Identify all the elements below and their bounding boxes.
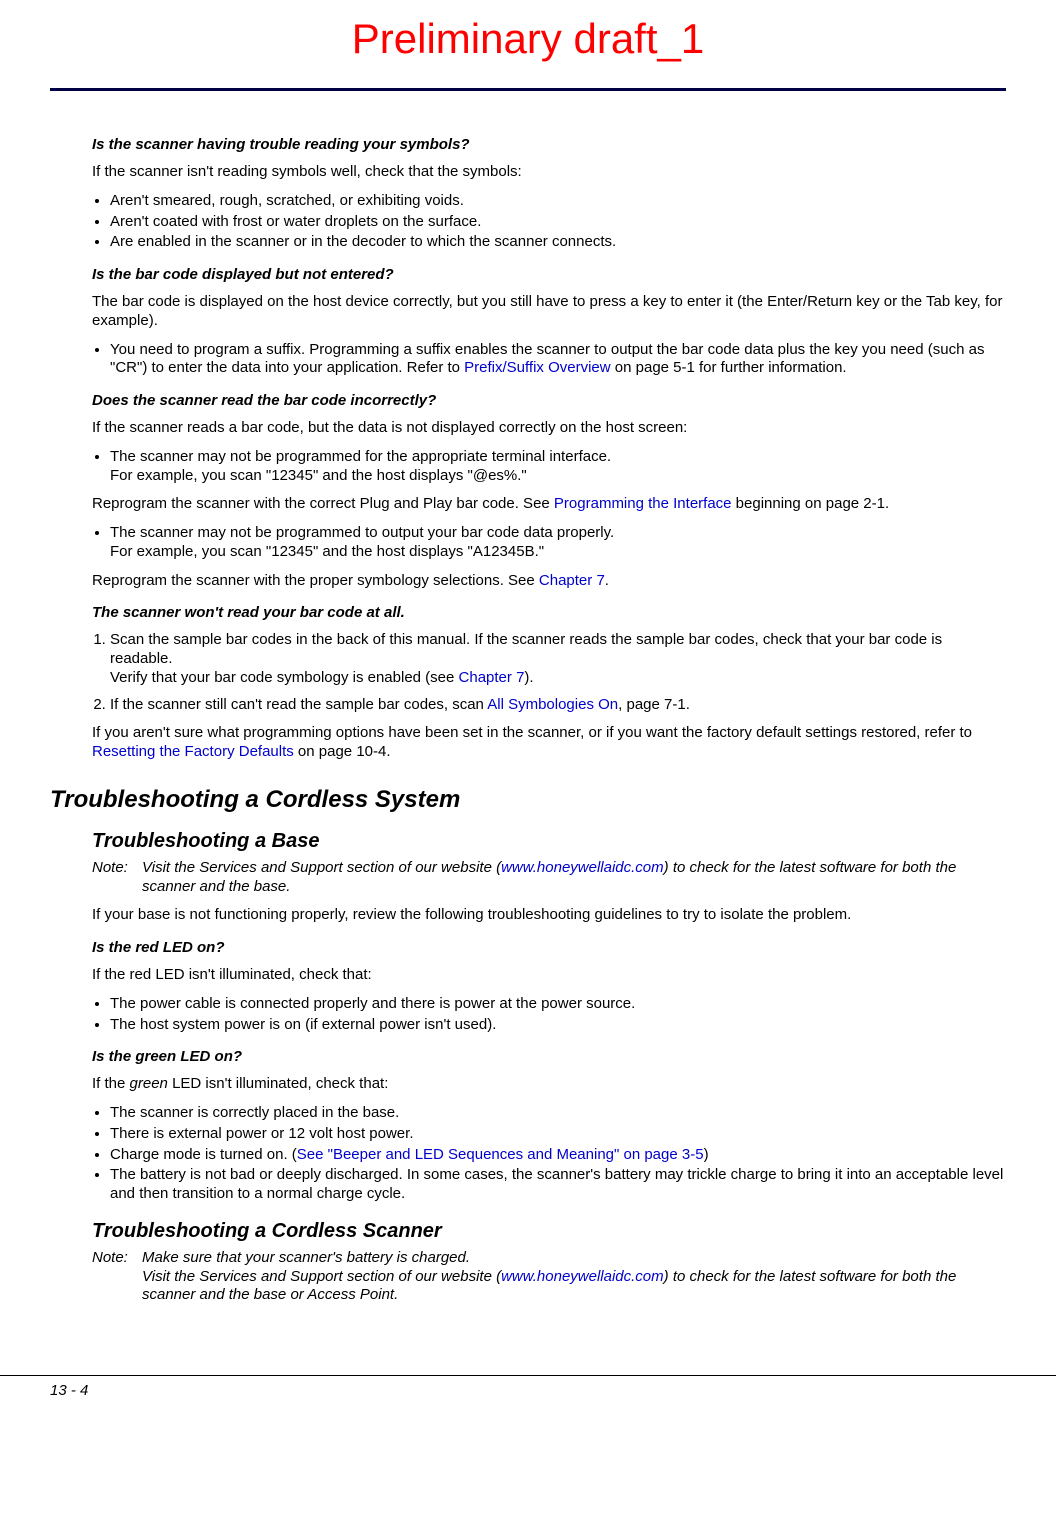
link-text[interactable]: Chapter 7 — [459, 669, 525, 686]
note-block: Note: Make sure that your scanner's batt… — [92, 1249, 1006, 1305]
text: ). — [524, 669, 533, 686]
text: Scan the sample bar codes in the back of… — [110, 631, 942, 667]
link-text[interactable]: See "Beeper and LED Sequences and Meanin… — [297, 1146, 704, 1163]
list-item: The power cable is connected properly an… — [110, 995, 1006, 1014]
bullet-list: The power cable is connected properly an… — [92, 995, 1006, 1035]
text: The scanner may not be programmed to out… — [110, 524, 614, 541]
numbered-list: Scan the sample bar codes in the back of… — [92, 631, 1006, 714]
document-page: Preliminary draft_1 Is the scanner havin… — [0, 0, 1056, 1345]
paragraph: If the scanner reads a bar code, but the… — [92, 419, 1006, 438]
question-heading: Is the red LED on? — [92, 939, 1006, 956]
link-text[interactable]: Prefix/Suffix Overview — [464, 359, 610, 376]
text: , page 7-1. — [618, 696, 690, 713]
text: Verify that your bar code symbology is e… — [110, 669, 1006, 688]
text: Visit the Services and Support section o… — [142, 1268, 501, 1285]
text: beginning on page 2-1. — [732, 495, 890, 512]
list-item: You need to program a suffix. Programmin… — [110, 341, 1006, 379]
note-label: Note: — [92, 859, 142, 897]
list-item: The battery is not bad or deeply dischar… — [110, 1166, 1006, 1204]
body-section: Note: Visit the Services and Support sec… — [50, 859, 1006, 1204]
link-text[interactable]: Chapter 7 — [539, 572, 605, 589]
paragraph: Reprogram the scanner with the correct P… — [92, 495, 1006, 514]
watermark-text: Preliminary draft_1 — [50, 0, 1006, 88]
paragraph: If the green LED isn't illuminated, chec… — [92, 1075, 1006, 1094]
paragraph: If the scanner isn't reading symbols wel… — [92, 163, 1006, 182]
question-heading: Is the scanner having trouble reading yo… — [92, 136, 1006, 153]
paragraph: The bar code is displayed on the host de… — [92, 293, 1006, 331]
list-item: If the scanner still can't read the samp… — [110, 696, 1006, 715]
question-heading: Is the bar code displayed but not entere… — [92, 266, 1006, 283]
body-section: Is the scanner having trouble reading yo… — [50, 136, 1006, 762]
text: Verify that your bar code symbology is e… — [110, 669, 459, 686]
paragraph: If you aren't sure what programming opti… — [92, 724, 1006, 762]
link-text[interactable]: Programming the Interface — [554, 495, 732, 512]
note-body: Visit the Services and Support section o… — [142, 859, 1006, 897]
bullet-list: The scanner may not be programmed for th… — [92, 448, 1006, 486]
list-item: Aren't coated with frost or water drople… — [110, 213, 1006, 232]
footer-rule — [0, 1375, 1056, 1376]
text: If you aren't sure what programming opti… — [92, 724, 972, 741]
text: Reprogram the scanner with the proper sy… — [92, 572, 539, 589]
text: Reprogram the scanner with the correct P… — [92, 495, 554, 512]
text: If the — [92, 1075, 130, 1092]
list-item: Are enabled in the scanner or in the dec… — [110, 233, 1006, 252]
section-heading: Troubleshooting a Cordless System — [50, 786, 1006, 814]
link-text[interactable]: All Symbologies On — [487, 696, 618, 713]
text: If the scanner still can't read the samp… — [110, 696, 487, 713]
note-body: Make sure that your scanner's battery is… — [142, 1249, 1006, 1305]
bullet-list: The scanner may not be programmed to out… — [92, 524, 1006, 562]
list-item: The host system power is on (if external… — [110, 1016, 1006, 1035]
list-item: The scanner may not be programmed to out… — [110, 524, 1006, 562]
list-item: There is external power or 12 volt host … — [110, 1125, 1006, 1144]
text: LED isn't illuminated, check that: — [168, 1075, 388, 1092]
list-item: Aren't smeared, rough, scratched, or exh… — [110, 192, 1006, 211]
question-heading: Does the scanner read the bar code incor… — [92, 392, 1006, 409]
text: ) — [704, 1146, 709, 1163]
bullet-list: Aren't smeared, rough, scratched, or exh… — [92, 192, 1006, 252]
note-label: Note: — [92, 1249, 142, 1305]
text: on page 10-4. — [294, 743, 391, 760]
subsection-heading: Troubleshooting a Cordless Scanner — [50, 1220, 1006, 1243]
page-number: 13 - 4 — [0, 1382, 1056, 1419]
list-item: Scan the sample bar codes in the back of… — [110, 631, 1006, 687]
question-heading: Is the green LED on? — [92, 1048, 1006, 1065]
paragraph: Reprogram the scanner with the proper sy… — [92, 572, 1006, 591]
paragraph: If your base is not functioning properly… — [92, 906, 1006, 925]
header-rule — [50, 88, 1006, 91]
text: For example, you scan "12345" and the ho… — [110, 543, 1006, 562]
text: . — [605, 572, 609, 589]
text: Visit the Services and Support section o… — [142, 859, 501, 876]
link-text[interactable]: Resetting the Factory Defaults — [92, 743, 294, 760]
link-text[interactable]: www.honeywellaidc.com — [501, 859, 664, 876]
list-item: The scanner may not be programmed for th… — [110, 448, 1006, 486]
text: Make sure that your scanner's battery is… — [142, 1249, 1006, 1268]
question-heading: The scanner won't read your bar code at … — [92, 604, 1006, 621]
bullet-list: You need to program a suffix. Programmin… — [92, 341, 1006, 379]
paragraph: If the red LED isn't illuminated, check … — [92, 966, 1006, 985]
bullet-list: The scanner is correctly placed in the b… — [92, 1104, 1006, 1204]
note-block: Note: Visit the Services and Support sec… — [92, 859, 1006, 897]
text: The scanner may not be programmed for th… — [110, 448, 611, 465]
link-text[interactable]: www.honeywellaidc.com — [501, 1268, 664, 1285]
list-item: Charge mode is turned on. (See "Beeper a… — [110, 1146, 1006, 1165]
list-item: The scanner is correctly placed in the b… — [110, 1104, 1006, 1123]
body-section: Note: Make sure that your scanner's batt… — [50, 1249, 1006, 1305]
text: For example, you scan "12345" and the ho… — [110, 467, 1006, 486]
text: on page 5-1 for further information. — [611, 359, 847, 376]
subsection-heading: Troubleshooting a Base — [50, 830, 1006, 853]
text: Charge mode is turned on. ( — [110, 1146, 297, 1163]
text: green — [130, 1075, 168, 1092]
